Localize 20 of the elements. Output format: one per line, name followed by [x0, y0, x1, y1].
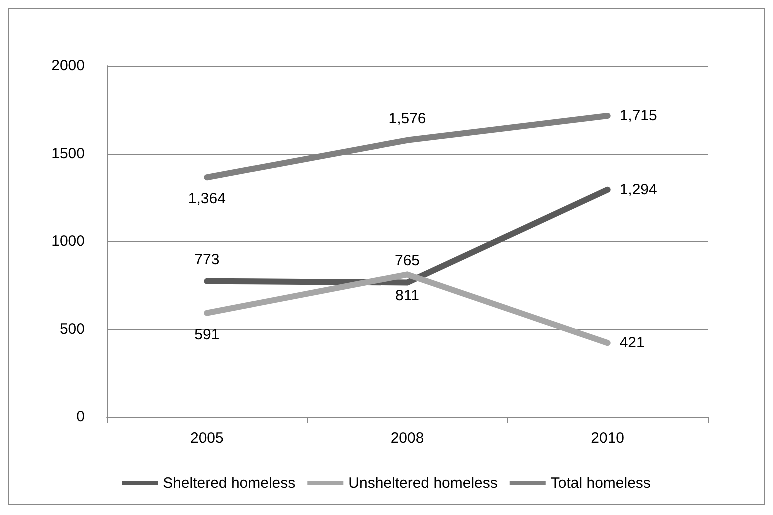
legend-label: Total homeless: [550, 475, 651, 492]
y-tick-label: 500: [60, 320, 85, 338]
data-label: 1,294: [620, 181, 658, 198]
data-label: 765: [394, 252, 420, 270]
data-label: 421: [620, 334, 645, 352]
x-tick-label: 2008: [390, 430, 424, 447]
x-tick-label: 2005: [190, 430, 224, 447]
data-label: 773: [194, 251, 220, 268]
x-tick-label: 2010: [591, 430, 625, 447]
y-tick-label: 1500: [52, 145, 85, 162]
data-label: 591: [194, 326, 220, 344]
legend-label: Unsheltered homeless: [348, 475, 498, 492]
data-label: 811: [396, 288, 420, 305]
y-tick-label: 0: [76, 408, 85, 426]
y-tick-label: 2000: [52, 58, 85, 74]
data-label: 1,576: [388, 110, 426, 128]
y-tick-label: 1000: [52, 233, 85, 250]
legend-label: Sheltered homeless: [163, 475, 296, 492]
data-label: 1,364: [188, 190, 226, 208]
data-label: 1,715: [620, 108, 658, 125]
